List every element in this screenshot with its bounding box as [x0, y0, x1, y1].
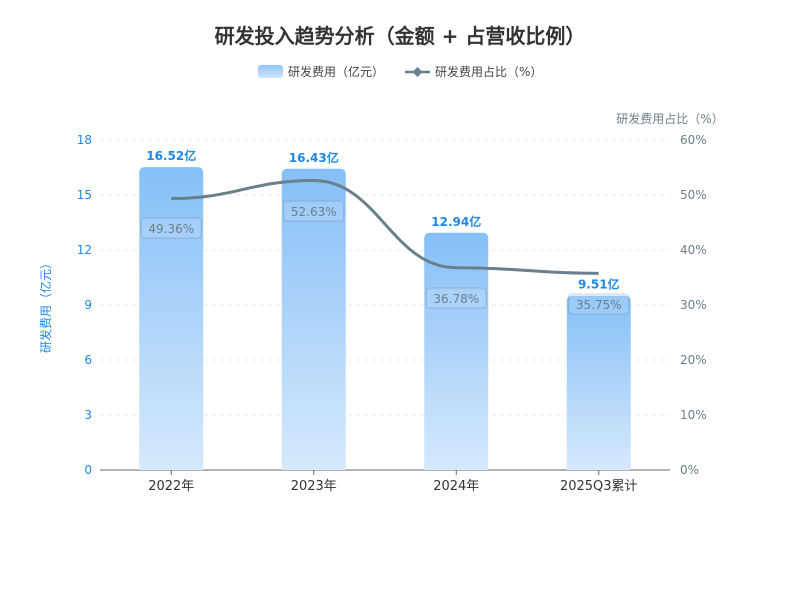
chart-title: 研发投入趋势分析（金额 + 占营收比例） [215, 24, 586, 48]
y2-tick-label: 30% [680, 298, 707, 312]
line-value-label: 52.63% [291, 205, 337, 219]
x-tick-label: 2024年 [433, 479, 479, 494]
bar [281, 168, 346, 471]
bar [566, 295, 631, 470]
bar [424, 232, 489, 470]
legend-line-label: 研发费用占比（%） [435, 64, 542, 79]
bar-value-label: 16.43亿 [289, 150, 339, 165]
y2-tick-label: 40% [680, 243, 707, 257]
x-tick-label: 2023年 [291, 479, 337, 494]
legend-bar-swatch [258, 65, 283, 78]
line-series [171, 179, 599, 275]
y2-tick-label: 10% [680, 408, 707, 422]
y-axis-title: 研发费用（亿元） [38, 257, 53, 353]
line-value-box [425, 287, 487, 309]
line-value-label: 36.78% [433, 292, 479, 306]
y-tick-label: 3 [84, 408, 92, 422]
bar-value-label: 9.51亿 [578, 277, 620, 292]
line-value-box [283, 200, 345, 222]
bar-value-label: 16.52亿 [146, 148, 196, 163]
line-value-label: 49.36% [148, 222, 194, 236]
y-tick-label: 12 [77, 243, 92, 257]
legend-bar-label: 研发费用（亿元） [288, 64, 384, 79]
y2-tick-label: 60% [680, 133, 707, 147]
x-tick-label: 2022年 [148, 479, 194, 494]
y2-axis-title: 研发费用占比（%） [616, 111, 723, 126]
y2-tick-label: 0% [680, 463, 699, 477]
x-tick-label: 2025Q3累计 [560, 479, 638, 494]
y2-tick-label: 50% [680, 188, 707, 202]
line-value-box [568, 293, 630, 315]
y-tick-label: 15 [77, 188, 92, 202]
y-tick-label: 9 [84, 298, 92, 312]
y-tick-label: 0 [84, 463, 92, 477]
bar-value-label: 12.94亿 [431, 214, 481, 229]
y-tick-label: 6 [84, 353, 92, 367]
legend-diamond-icon [412, 67, 423, 77]
y2-tick-label: 20% [680, 353, 707, 367]
line-value-label: 35.75% [576, 298, 622, 312]
legend: 研发费用（亿元） 研发费用占比（%） [258, 64, 542, 79]
bar [139, 167, 204, 470]
line-value-box [140, 217, 202, 239]
y-tick-label: 18 [77, 133, 92, 147]
